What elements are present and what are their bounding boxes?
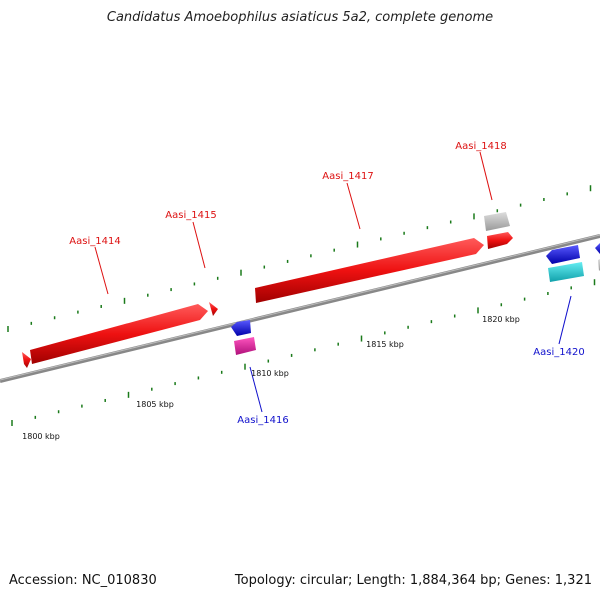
scale-label-1800: 1800 kbp	[22, 432, 60, 441]
gene-fragment-left-arrow[interactable]	[22, 352, 31, 368]
grey-feature-1418[interactable]	[484, 212, 510, 231]
gene-aasi-1417-arrow[interactable]	[255, 238, 484, 303]
accession-text: Accession: NC_010830	[9, 573, 157, 588]
genome-summary-text: Topology: circular; Length: 1,884,364 bp…	[234, 573, 592, 588]
pink-feature-1416[interactable]	[234, 337, 256, 355]
gene-label-aasi-1416[interactable]: Aasi_1416	[237, 415, 288, 426]
gene-label-aasi-1420[interactable]: Aasi_1420	[533, 347, 584, 358]
gene-label-aasi-1415[interactable]: Aasi_1415	[165, 210, 216, 221]
gene-aasi-1415-arrow[interactable]	[209, 302, 218, 316]
gene-partial-right-arrow[interactable]	[595, 243, 600, 271]
genome-backbone	[0, 234, 600, 383]
scale-ticks-lower	[11, 279, 596, 426]
gene-aasi-1420-arrow[interactable]	[546, 245, 580, 264]
scale-label-1820: 1820 kbp	[482, 315, 520, 324]
gene-label-aasi-1417[interactable]: Aasi_1417	[322, 171, 373, 182]
scale-label-1805: 1805 kbp	[136, 400, 174, 409]
label-leaders	[94, 151, 572, 413]
scale-label-1810: 1810 kbp	[251, 369, 289, 378]
gene-aasi-1414-arrow[interactable]	[30, 304, 208, 364]
scale-ticks-upper	[7, 185, 592, 332]
cyan-feature-1420[interactable]	[548, 262, 584, 282]
map-title: Candidatus Amoebophilus asiaticus 5a2, c…	[106, 10, 494, 25]
gene-label-aasi-1414[interactable]: Aasi_1414	[69, 236, 120, 247]
scale-label-1815: 1815 kbp	[366, 340, 404, 349]
gene-label-aasi-1418[interactable]: Aasi_1418	[455, 141, 506, 152]
gene-aasi-1416-arrow[interactable]	[231, 320, 251, 336]
gene-aasi-1418-arrow[interactable]	[487, 232, 513, 249]
